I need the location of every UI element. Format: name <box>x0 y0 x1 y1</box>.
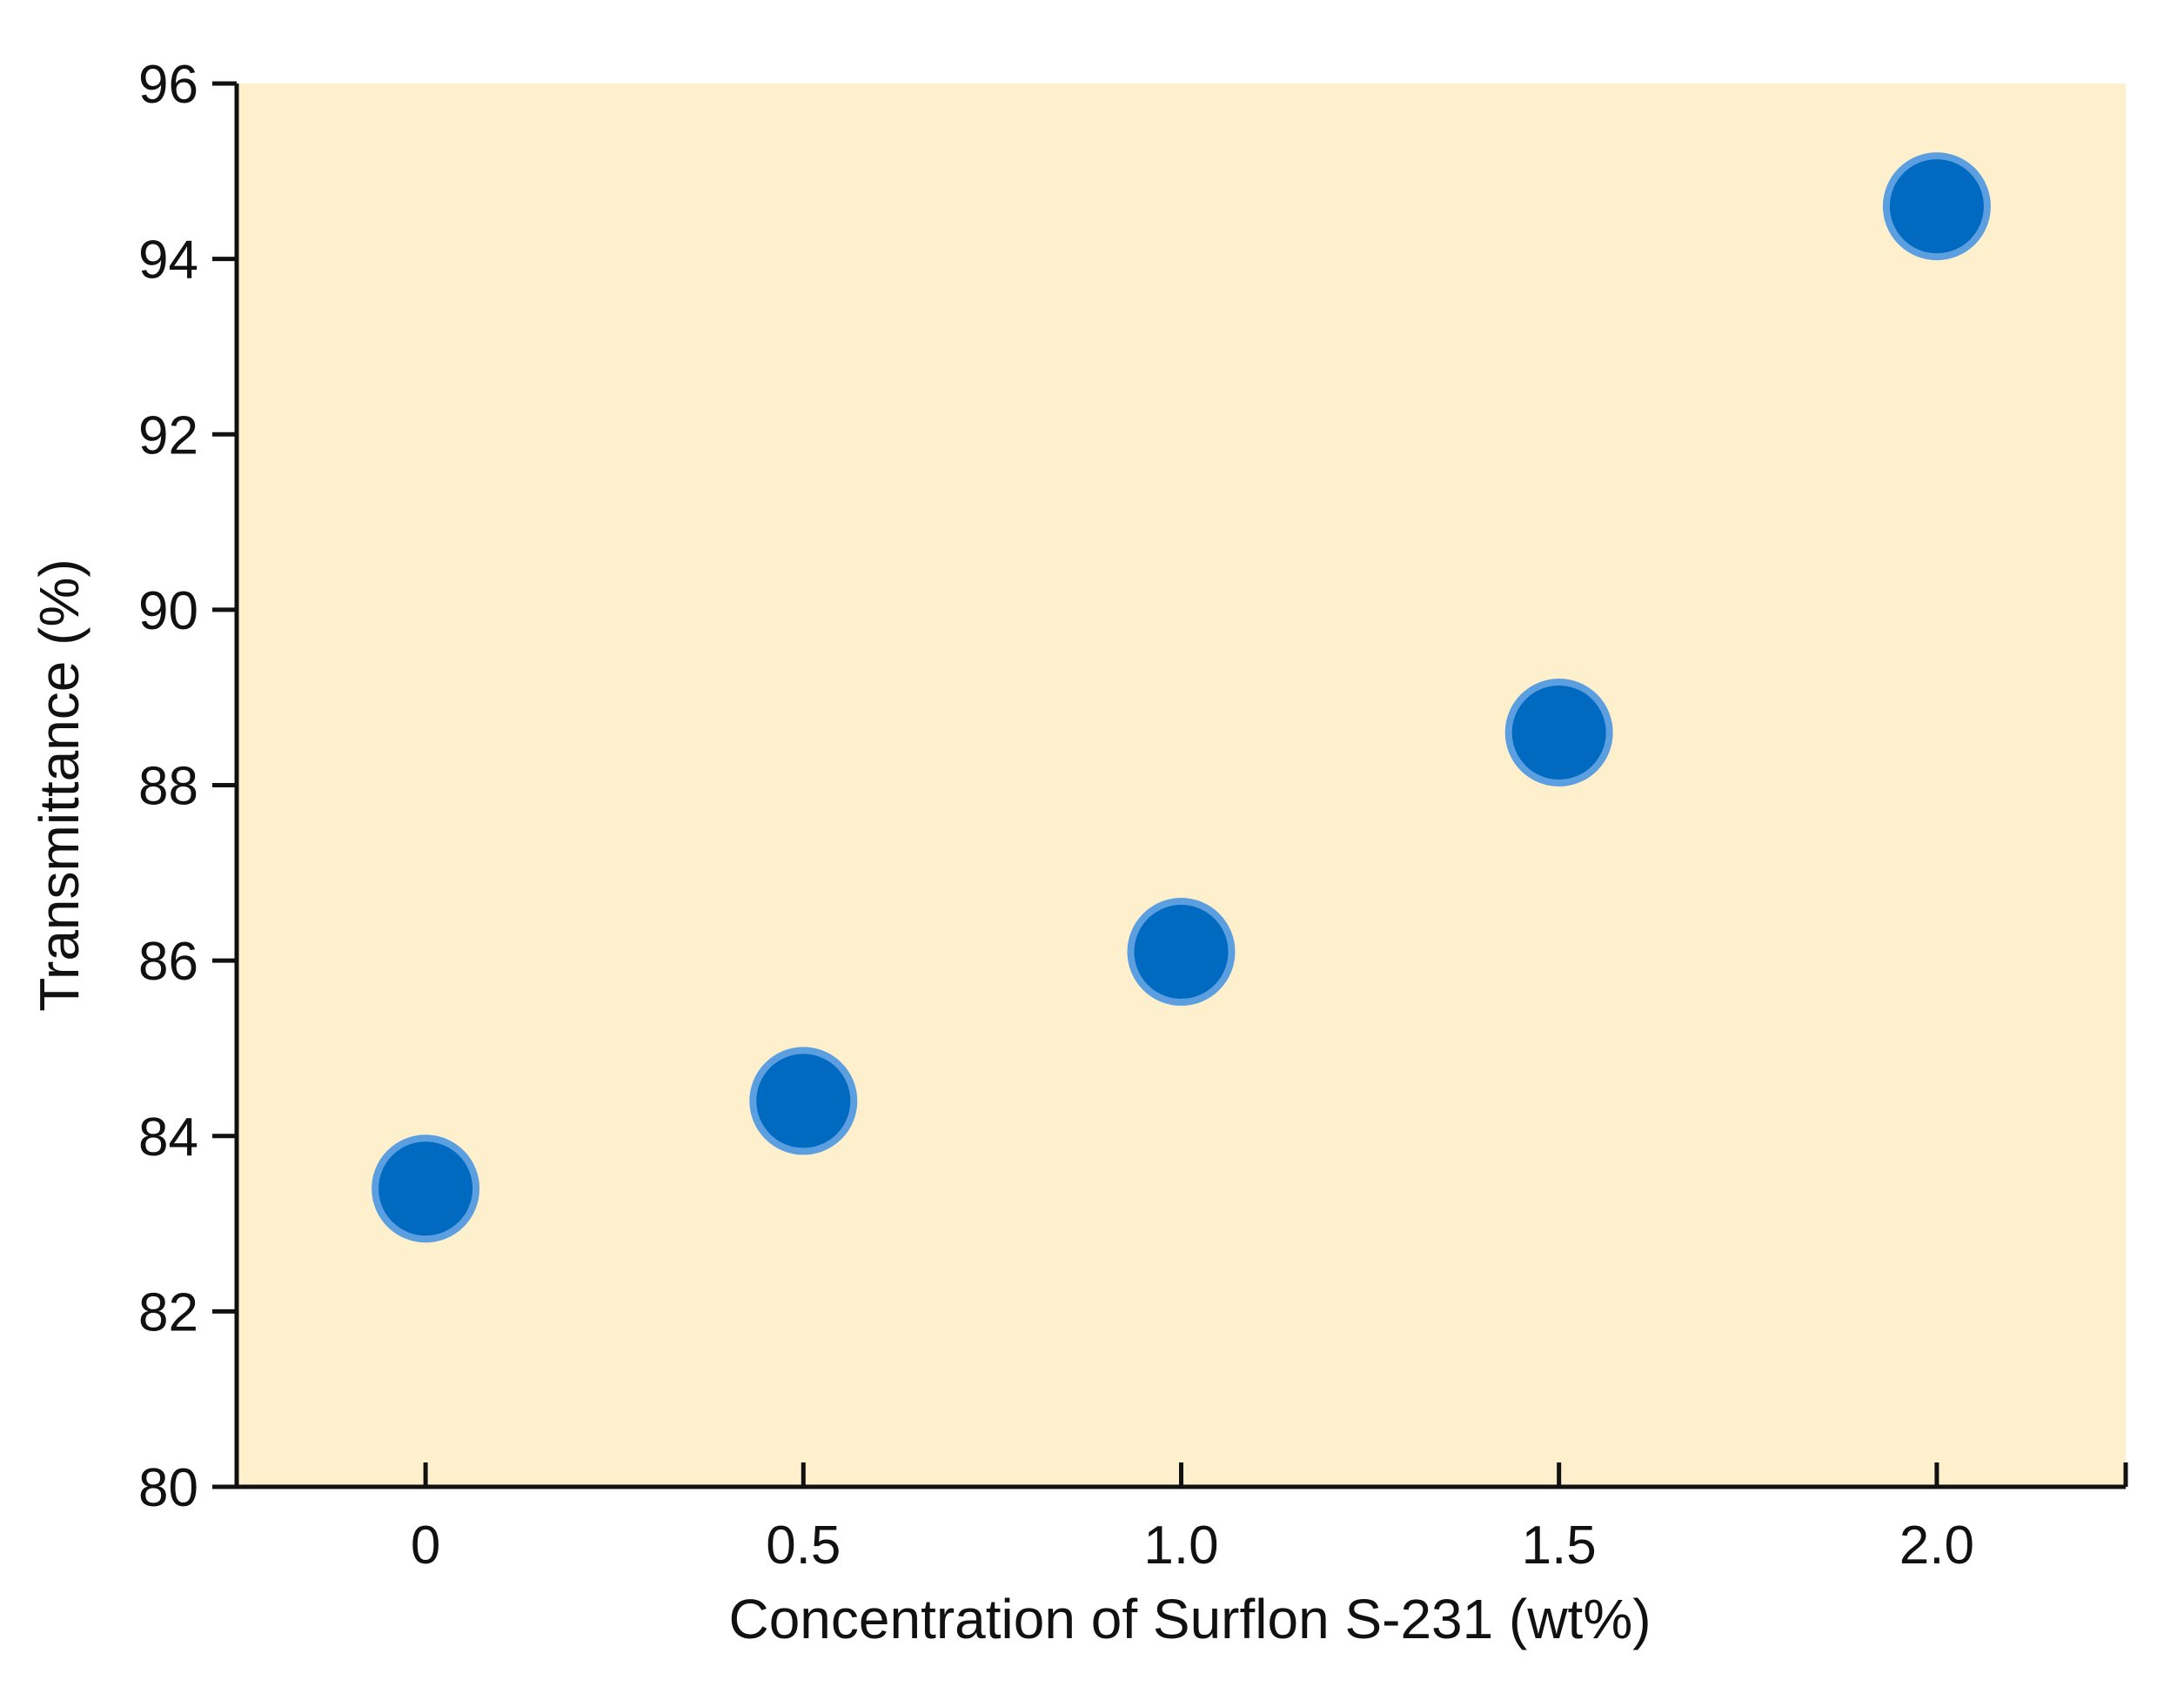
y-tick-label: 92 <box>138 405 198 465</box>
x-tick-label: 0.5 <box>766 1516 841 1576</box>
x-tick-label: 2.0 <box>1899 1516 1974 1576</box>
x-axis-title: Concentration of Surflon S-231 (wt%) <box>728 1588 1651 1650</box>
y-tick-label: 88 <box>138 757 198 817</box>
y-tick-label: 90 <box>138 581 198 641</box>
y-axis-ticks: 80 82 84 86 88 90 92 94 96 <box>138 55 237 1518</box>
plot-background <box>237 84 2126 1487</box>
data-point <box>749 1047 858 1155</box>
data-markers <box>372 152 1991 1243</box>
y-tick-label: 86 <box>138 932 198 992</box>
y-axis-title: Transmittance (%) <box>28 559 90 1011</box>
y-tick-label: 84 <box>138 1107 198 1168</box>
x-tick-label: 0 <box>411 1516 440 1576</box>
data-point <box>1127 898 1236 1007</box>
x-tick-label: 1.0 <box>1143 1516 1218 1576</box>
y-tick-label: 82 <box>138 1282 198 1342</box>
x-tick-label: 1.5 <box>1522 1516 1597 1576</box>
data-point <box>1882 152 1991 261</box>
data-point <box>372 1134 480 1243</box>
y-tick-label: 96 <box>138 55 198 115</box>
x-axis-ticks: 0 0.5 1.0 1.5 2.0 <box>411 1462 2128 1576</box>
y-tick-label: 80 <box>138 1458 198 1518</box>
data-point <box>1504 679 1613 787</box>
y-tick-label: 94 <box>138 231 198 291</box>
